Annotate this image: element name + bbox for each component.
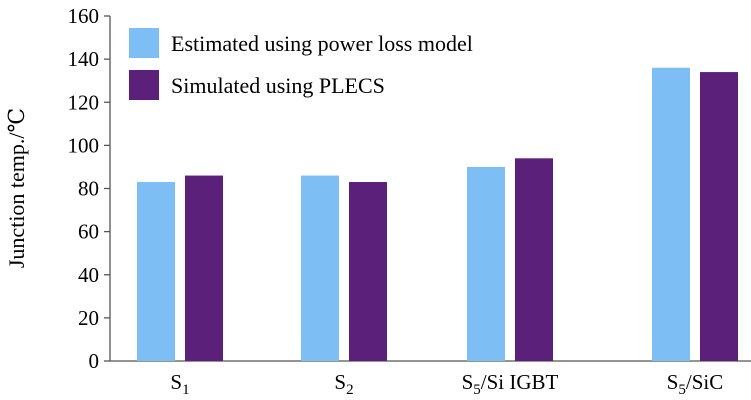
y-tick-label: 40: [78, 263, 99, 287]
y-tick-label: 100: [68, 133, 100, 157]
y-tick-label: 120: [68, 90, 100, 114]
legend-label-estimated: Estimated using power loss model: [171, 31, 473, 56]
y-tick-label: 80: [78, 177, 99, 201]
x-tick-label: S5/SiC: [667, 370, 724, 398]
x-tick-label: S2: [334, 370, 353, 398]
y-tick-label: 0: [89, 349, 100, 373]
y-tick-label: 60: [78, 220, 99, 244]
x-tick-label: S1: [170, 370, 189, 398]
bar-series1-cat2: [301, 175, 339, 361]
bar-series2-cat3: [515, 158, 553, 361]
y-axis-title: Junction temp./℃: [4, 108, 29, 268]
legend: Estimated using power loss model Simulat…: [129, 28, 473, 100]
legend-swatch-estimated: [129, 28, 159, 58]
y-tick-label: 20: [78, 306, 99, 330]
x-tick-labels: S1 S2 S5/Si IGBT S5/SiC: [170, 370, 723, 398]
bar-series1-cat3: [467, 166, 505, 361]
bar-series2-cat4: [700, 72, 738, 361]
y-tick-labels: 0 20 40 60 80 100 120 140 160: [68, 4, 100, 373]
legend-label-simulated: Simulated using PLECS: [171, 73, 385, 98]
y-tick-label: 140: [68, 47, 100, 71]
bar-series1-cat1: [137, 182, 175, 361]
bar-series2-cat2: [349, 182, 387, 361]
x-tick-label: S5/Si IGBT: [462, 370, 559, 398]
legend-swatch-simulated: [129, 70, 159, 100]
bar-series2-cat1: [185, 175, 223, 361]
bars: [137, 67, 738, 361]
y-tick-label: 160: [68, 4, 100, 28]
bar-series1-cat4: [652, 67, 690, 361]
